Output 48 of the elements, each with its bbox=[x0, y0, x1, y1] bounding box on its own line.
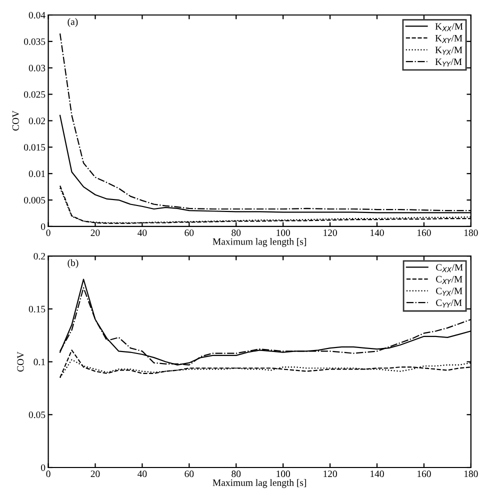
y-axis-title: COV bbox=[12, 110, 19, 131]
x-tick-label: 60 bbox=[184, 470, 194, 478]
x-tick-label: 80 bbox=[232, 470, 241, 478]
x-tick-label: 160 bbox=[418, 230, 431, 236]
x-tick-label: 20 bbox=[90, 230, 100, 236]
x-tick-label: 180 bbox=[464, 230, 478, 236]
x-tick-label: 20 bbox=[90, 470, 100, 478]
y-tick-label: 0 bbox=[41, 464, 46, 471]
x-tick-label: 140 bbox=[370, 470, 384, 478]
x-tick-label: 140 bbox=[370, 230, 384, 236]
x-tick-label: 80 bbox=[232, 230, 241, 236]
x-tick-label: 120 bbox=[324, 470, 337, 478]
x-tick-label: 60 bbox=[184, 230, 194, 236]
y-tick-label: 0.02 bbox=[28, 118, 45, 124]
legend-label: C$_{XY}$/M bbox=[436, 276, 462, 284]
y-tick-label: 0.2 bbox=[34, 252, 45, 260]
y-axis-title: COV bbox=[17, 352, 24, 372]
x-tick-label: 160 bbox=[418, 470, 431, 478]
y-tick-label: 0.035 bbox=[24, 38, 46, 45]
legend-label: C$_{YX}$/M bbox=[436, 288, 462, 296]
x-axis-title: Maximum lag length [s] bbox=[212, 238, 306, 247]
x-tick-label: 120 bbox=[324, 230, 337, 236]
y-tick-label: 0.015 bbox=[24, 144, 46, 151]
x-axis-title: Maximum lag length [s] bbox=[212, 479, 306, 488]
y-tick-label: 0.01 bbox=[28, 170, 45, 178]
y-tick-label: 0.04 bbox=[28, 12, 46, 19]
legend-label: K$_{XY}$/M bbox=[435, 34, 462, 43]
legend-label: K$_{YX}$/M bbox=[435, 46, 462, 55]
legend-label: K$_{YY}$/M bbox=[435, 58, 462, 67]
y-tick-label: 0.15 bbox=[28, 306, 46, 312]
legend-label: C$_{YY}$/M bbox=[436, 300, 462, 308]
legend-label: C$_{XX}$/M bbox=[436, 264, 463, 272]
x-tick-label: 100 bbox=[276, 230, 290, 236]
annotation: (a) bbox=[68, 18, 78, 27]
x-tick-label: 100 bbox=[276, 470, 290, 478]
y-tick-label: 0.1 bbox=[34, 358, 45, 366]
y-tick-label: 0.005 bbox=[24, 196, 46, 204]
annotation: (b) bbox=[68, 259, 78, 268]
x-tick-label: 0 bbox=[46, 230, 50, 236]
x-tick-label: 40 bbox=[138, 230, 147, 236]
legend-label: K$_{XX}$/M bbox=[435, 23, 463, 32]
y-tick-label: 0.03 bbox=[28, 64, 46, 72]
x-tick-label: 0 bbox=[46, 470, 50, 478]
x-tick-label: 40 bbox=[138, 470, 147, 478]
y-tick-label: 0 bbox=[41, 223, 46, 230]
y-tick-label: 0.05 bbox=[28, 412, 46, 418]
x-tick-label: 180 bbox=[464, 470, 478, 478]
y-tick-label: 0.025 bbox=[24, 91, 46, 98]
